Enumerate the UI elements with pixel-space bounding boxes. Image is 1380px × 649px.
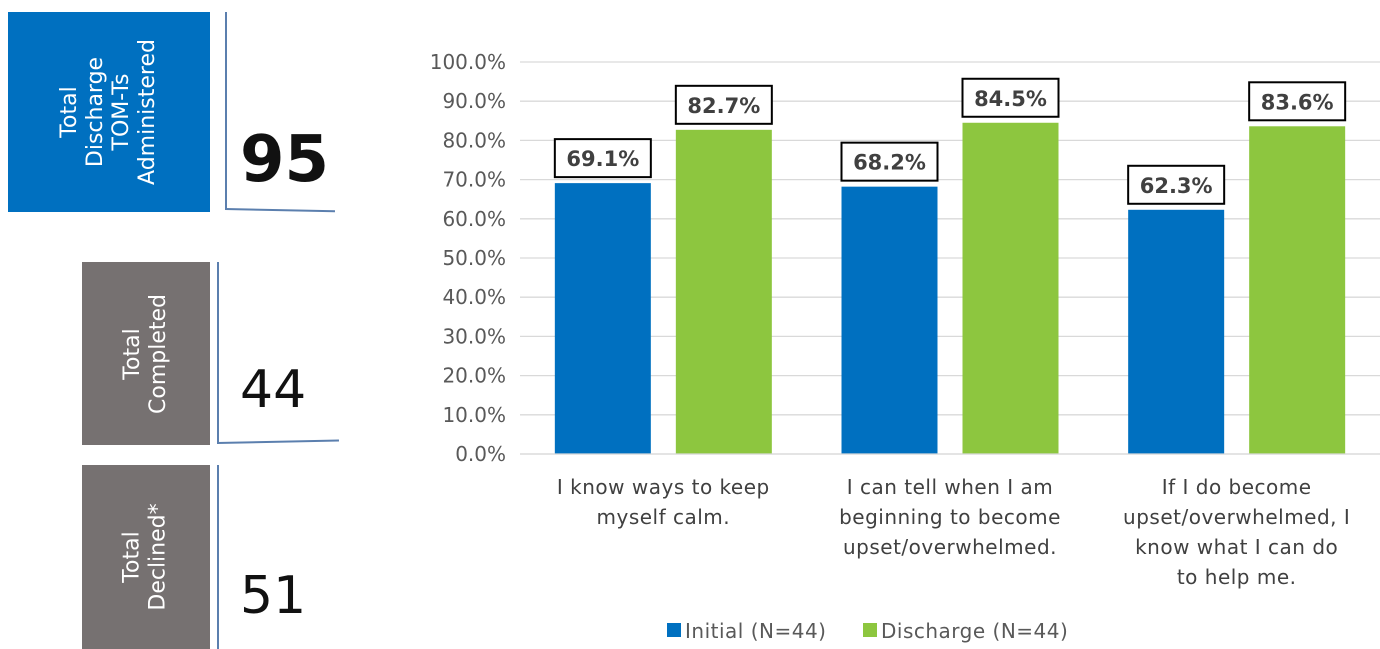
chart-gridlines xyxy=(520,61,1380,455)
category-label: to help me. xyxy=(1177,565,1297,589)
category-label: I can tell when I am xyxy=(847,475,1054,499)
chart-legend: Initial (N=44) Discharge (N=44) xyxy=(667,619,1068,643)
stat-declined-box: Total Declined* xyxy=(82,465,210,649)
data-label: 69.1% xyxy=(566,147,639,171)
y-tick-label: 90.0% xyxy=(442,89,506,113)
category-label: If I do become xyxy=(1162,475,1312,499)
x-axis: I know ways to keep myself calm. I can tel… xyxy=(520,453,1380,589)
legend-label-initial: Initial (N=44) xyxy=(685,619,826,643)
stat-completed-box: Total Completed xyxy=(82,262,210,445)
bar-discharge-2 xyxy=(962,122,1059,454)
data-label-box xyxy=(840,141,939,182)
stat-declined-value: 51 xyxy=(240,566,307,626)
y-axis: 0.0% 10.0% 20.0% 30.0% 40.0% 50.0% 60.0% 70.0% 8… xyxy=(430,50,506,466)
y-tick-label: 60.0% xyxy=(442,207,506,231)
y-tick-label: 100.0% xyxy=(430,50,506,74)
data-label: 82.7% xyxy=(687,94,760,118)
data-label: 62.3% xyxy=(1140,174,1213,198)
category-label: beginning to become xyxy=(839,505,1061,529)
stat-completed-label: Total Completed xyxy=(120,293,171,414)
data-label: 84.5% xyxy=(974,87,1047,111)
stat-administered-value: 95 xyxy=(240,123,330,197)
stat-administered-label: Total Discharge TOM-Ts Administered xyxy=(56,39,160,185)
category-label: upset/overwhelmed. xyxy=(843,535,1057,559)
y-tick-label: 80.0% xyxy=(442,128,506,152)
y-tick-label: 30.0% xyxy=(442,324,506,348)
stat-completed-bracket xyxy=(217,262,219,444)
category-label: know what I can do xyxy=(1135,535,1338,559)
legend-swatch-initial xyxy=(667,623,681,637)
stat-declined-bracket xyxy=(217,465,219,649)
bar-discharge-1 xyxy=(675,129,772,455)
data-label-box xyxy=(553,138,652,179)
legend-swatch-discharge xyxy=(863,623,877,637)
data-label-box xyxy=(1127,164,1226,205)
bar-initial-2 xyxy=(841,186,938,454)
category-label: myself calm. xyxy=(597,505,731,529)
data-labels: 69.1% 82.7% 68.2% 84.5% 62.3% 83.6% xyxy=(553,77,1347,205)
y-tick-label: 20.0% xyxy=(442,364,506,388)
y-tick-label: 70.0% xyxy=(442,168,506,192)
y-tick-label: 0.0% xyxy=(455,442,506,466)
bar-initial-1 xyxy=(554,183,651,455)
stat-completed-underline xyxy=(216,439,339,444)
data-label: 68.2% xyxy=(853,151,926,175)
stat-completed-value: 44 xyxy=(240,360,307,420)
data-label-box xyxy=(674,84,773,125)
y-tick-label: 50.0% xyxy=(442,246,506,270)
bar-initial-3 xyxy=(1128,209,1225,454)
bar-chart: 0.0% 10.0% 20.0% 30.0% 40.0% 50.0% 60.0% 70.0% 8… xyxy=(430,50,1380,643)
category-label: I know ways to keep xyxy=(557,475,770,499)
y-tick-label: 10.0% xyxy=(442,403,506,427)
data-label-box xyxy=(961,77,1060,118)
stat-administered-box: Total Discharge TOM-Ts Administered xyxy=(8,12,210,212)
chart-bars xyxy=(554,122,1346,455)
y-tick-label: 40.0% xyxy=(442,285,506,309)
category-label: upset/overwhelmed, I xyxy=(1123,505,1350,529)
data-label: 83.6% xyxy=(1261,90,1334,114)
data-label-box xyxy=(1248,81,1347,122)
bar-discharge-3 xyxy=(1249,126,1346,455)
legend-label-discharge: Discharge (N=44) xyxy=(881,619,1068,643)
stat-administered-bracket xyxy=(225,12,227,210)
stat-administered-underline xyxy=(224,208,335,213)
stat-declined-label: Total Declined* xyxy=(120,503,171,611)
